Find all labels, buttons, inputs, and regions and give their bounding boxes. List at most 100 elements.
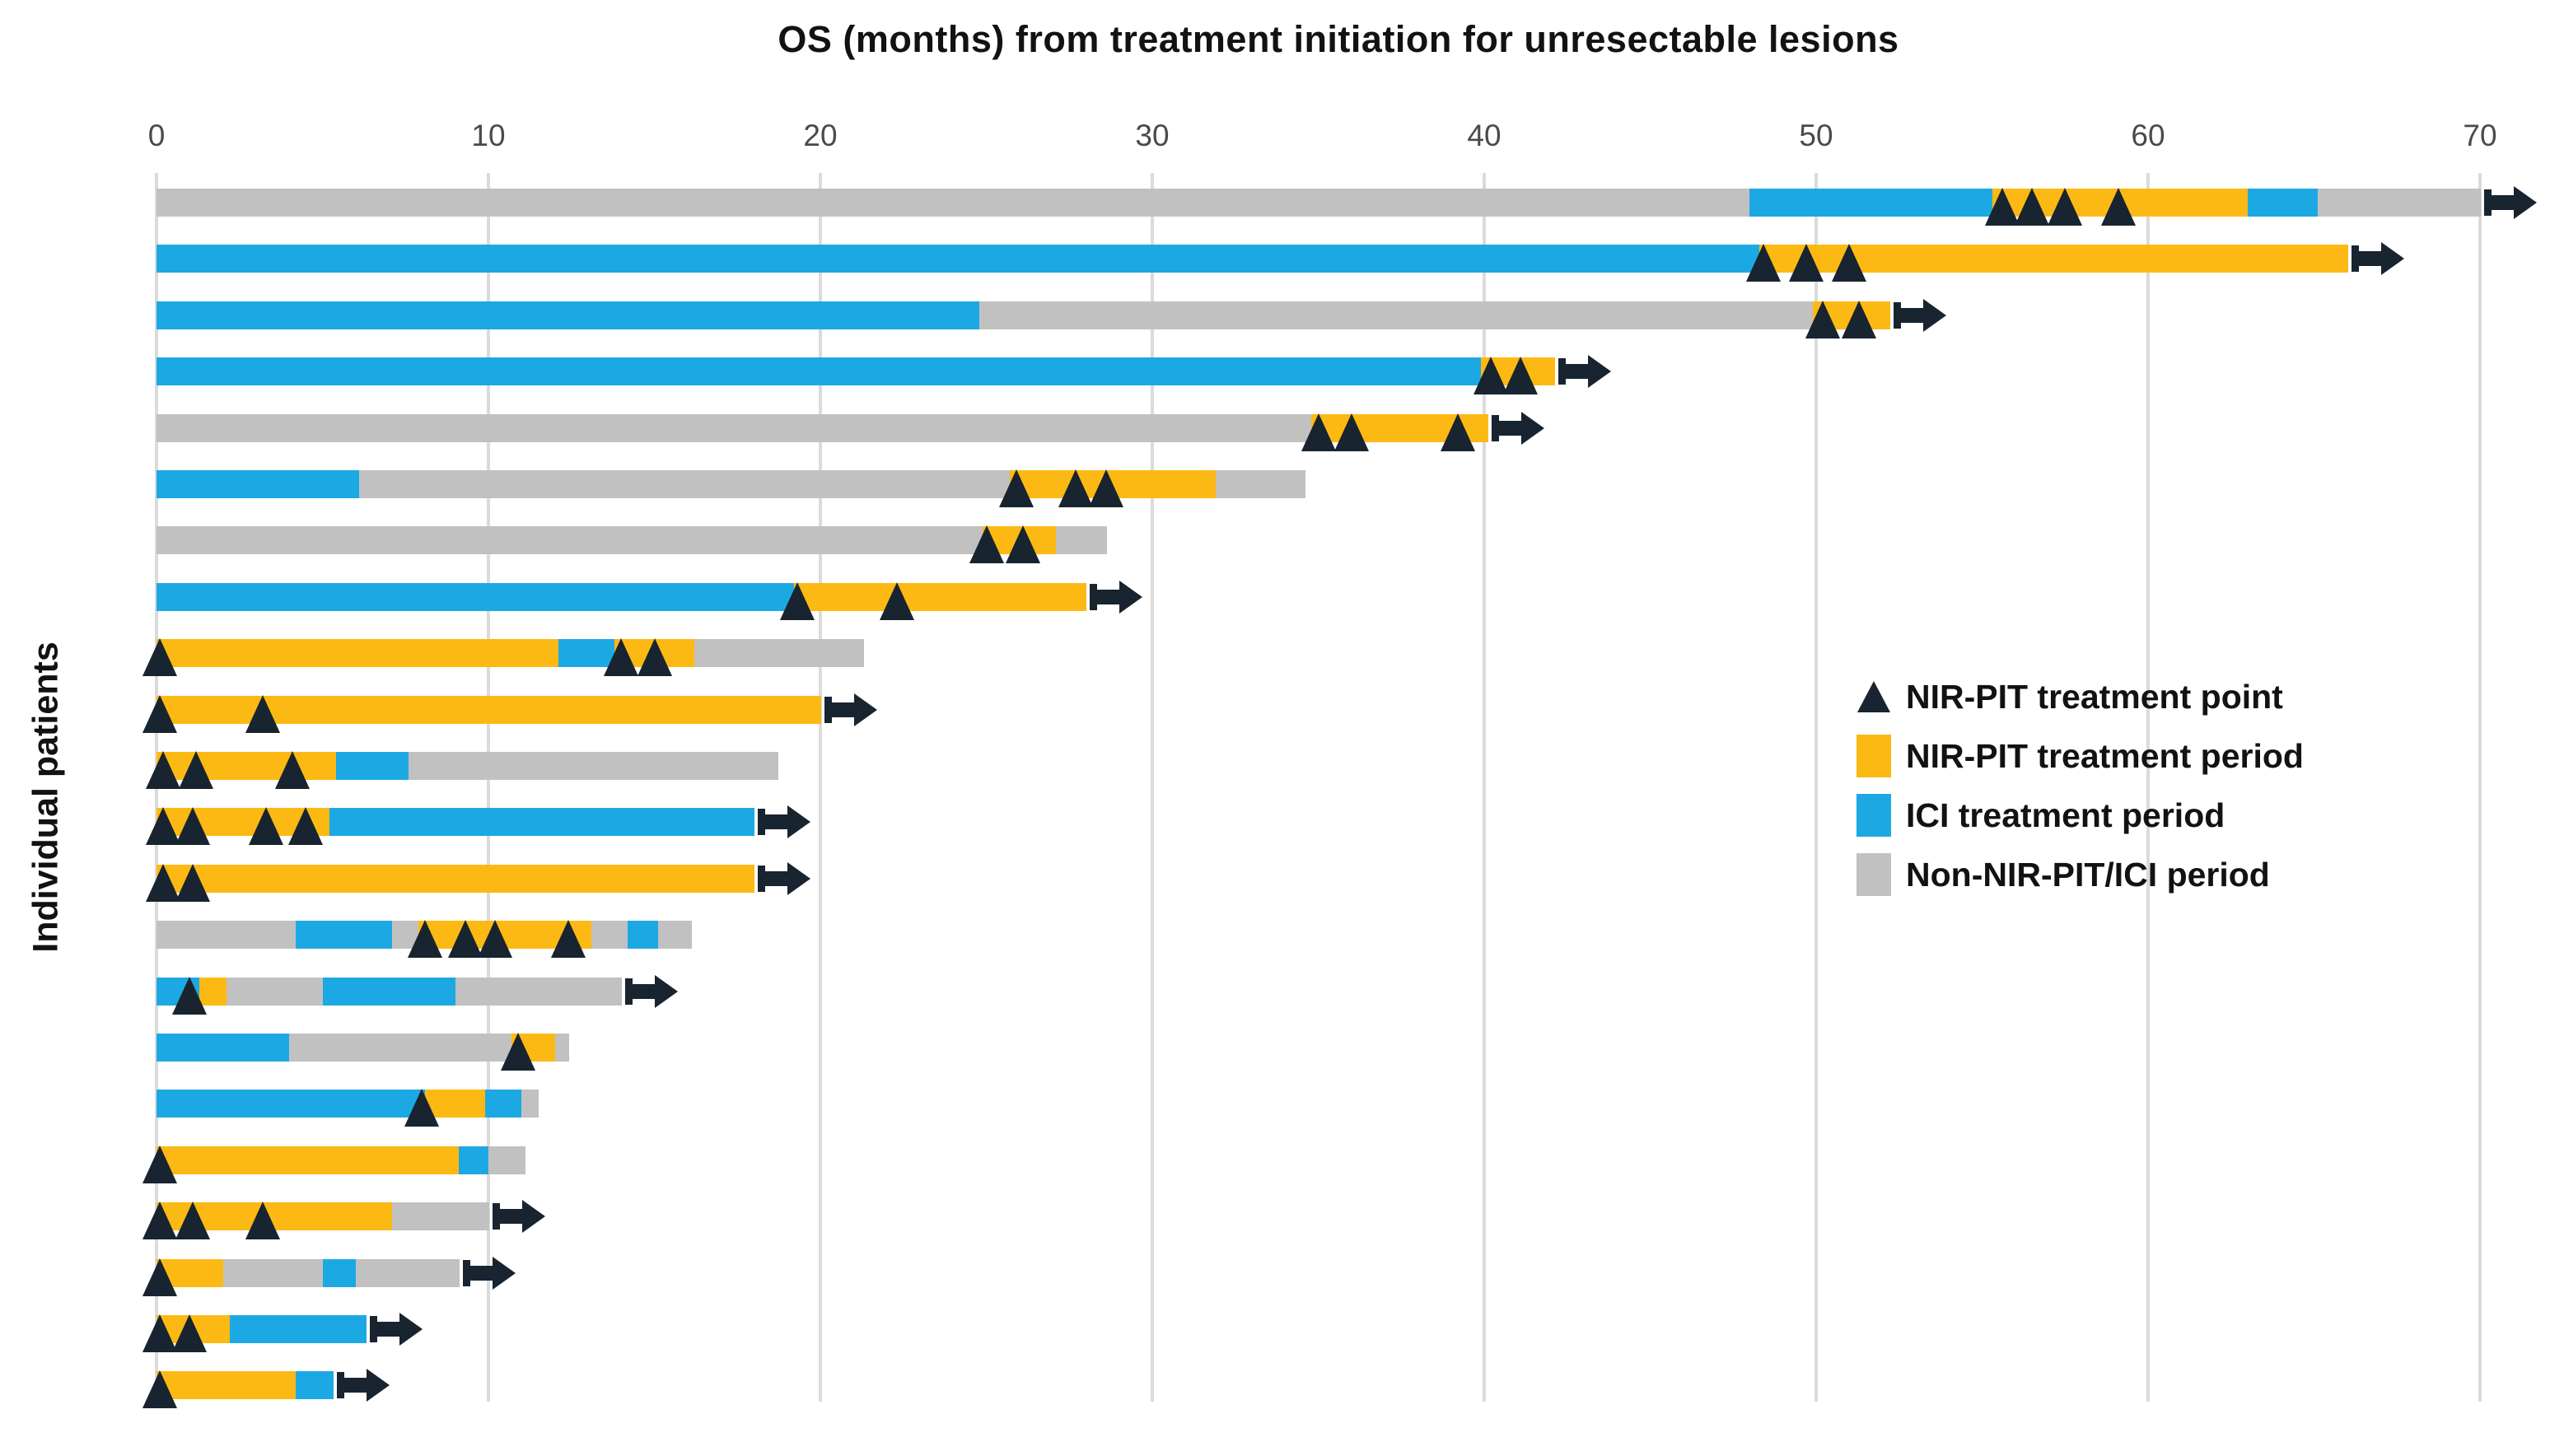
- nirpit-treatment-point-icon: [604, 638, 639, 677]
- nirpit-treatment-point-icon: [175, 1202, 211, 1240]
- arrow-shaft: [1492, 420, 1524, 436]
- nirpit-treatment-point-icon: [2048, 188, 2083, 226]
- nirpit-treatment-point-icon: [550, 920, 586, 959]
- nirpit-treatment-point-icon: [478, 920, 513, 959]
- arrow-shaft: [1090, 589, 1122, 604]
- x-tick-label: 30: [1135, 119, 1170, 152]
- bar-segment-ici: [156, 357, 1482, 386]
- nirpit-treatment-point-icon: [1745, 244, 1781, 282]
- nirpit-treatment-point-icon: [447, 920, 483, 959]
- nirpit-treatment-point-icon: [408, 920, 443, 959]
- nirpit-treatment-point-icon: [1058, 469, 1094, 507]
- legend-label: ICI treatment period: [1906, 796, 2225, 834]
- non-nirpit-ici-period-swatch: [1856, 853, 1891, 896]
- bar-segment-ici: [156, 470, 360, 498]
- arrow-head: [366, 1369, 390, 1402]
- bar-segment-ici: [156, 245, 1761, 273]
- bar-segment-ici: [335, 752, 410, 780]
- nirpit-treatment-point-icon: [1788, 244, 1824, 282]
- nirpit-treatment-point-icon: [142, 638, 178, 677]
- nirpit-treatment-point-icon: [1005, 525, 1040, 564]
- bar-segment-ici: [628, 921, 659, 950]
- nirpit-treatment-point-icon: [146, 751, 181, 789]
- arrow-shaft: [2484, 195, 2515, 210]
- x-tick-label: 10: [471, 119, 506, 152]
- arrow-head: [1521, 411, 1545, 445]
- nirpit-treatment-point-icon: [1440, 413, 1475, 451]
- bar-segment-non: [358, 470, 1011, 498]
- bar-segment-ici: [458, 1146, 489, 1174]
- grid-line: [2478, 173, 2482, 1402]
- arrow-head: [787, 861, 811, 895]
- nirpit-treatment-point-icon: [1832, 244, 1867, 282]
- nirpit-treatment-point-icon: [1805, 300, 1841, 338]
- ici-period-swatch: [1856, 794, 1891, 837]
- bar-segment-ici: [329, 808, 755, 837]
- nirpit-treatment-point-icon: [637, 638, 672, 677]
- grid-line: [1483, 173, 1486, 1402]
- bar-segment-non: [156, 526, 984, 555]
- arrow-head: [1922, 298, 1946, 332]
- grid-line: [1151, 173, 1154, 1402]
- nirpit-treatment-point-icon: [275, 751, 311, 789]
- nirpit-treatment-point-icon: [175, 807, 211, 846]
- nirpit-treatment-point-icon: [1857, 681, 1890, 712]
- nirpit-treatment-point-icon: [245, 1202, 280, 1240]
- nirpit-treatment-point-icon: [969, 525, 1004, 564]
- bar-segment-ici: [2247, 189, 2319, 217]
- nirpit-treatment-point-icon: [245, 694, 280, 733]
- nirpit-treatment-point-icon: [172, 1314, 208, 1352]
- nirpit-treatment-point-icon: [779, 581, 815, 620]
- x-tick-label: 40: [1467, 119, 1502, 152]
- nirpit-treatment-point-icon: [146, 863, 181, 902]
- nirpit-treatment-point-icon: [2014, 188, 2049, 226]
- bar-segment-nirpit: [156, 1146, 460, 1174]
- arrow-head: [522, 1200, 545, 1234]
- bar-segment-ici: [322, 1258, 357, 1287]
- bar-segment-non: [488, 1146, 526, 1174]
- bar-segment-ici: [484, 1090, 523, 1118]
- arrow-shaft: [336, 1378, 368, 1393]
- nirpit-treatment-point-icon: [1503, 357, 1539, 395]
- legend-label: Non-NIR-PIT/ICI period: [1906, 855, 2270, 894]
- bar-segment-non: [226, 977, 324, 1006]
- bar-segment-ici: [296, 921, 394, 950]
- legend-item-non-period: Non-NIR-PIT/ICI period: [1855, 845, 2304, 904]
- arrow-head: [1119, 580, 1143, 614]
- bar-segment-ici: [322, 977, 456, 1006]
- arrow-shaft: [1558, 364, 1590, 380]
- arrow-head: [399, 1313, 423, 1346]
- nirpit-treatment-point-icon: [879, 581, 914, 620]
- bar-segment-ici: [1749, 189, 1993, 217]
- arrow-head: [2380, 242, 2404, 276]
- x-tick-label: 60: [2131, 119, 2165, 152]
- nirpit-treatment-point-icon: [146, 807, 181, 846]
- nirpit-treatment-point-icon: [172, 976, 208, 1015]
- arrow-shaft: [758, 814, 790, 830]
- nirpit-treatment-point-icon: [142, 1314, 178, 1352]
- x-tick-label: 50: [1799, 119, 1833, 152]
- bar-segment-non: [392, 1202, 489, 1231]
- x-tick-label: 70: [2463, 119, 2497, 152]
- bar-segment-ici: [156, 582, 795, 611]
- bar-segment-ici: [156, 1090, 427, 1118]
- bar-segment-nirpit: [156, 1371, 297, 1400]
- nirpit-treatment-point-icon: [1333, 413, 1369, 451]
- bar-segment-nirpit: [156, 864, 755, 893]
- nirpit-treatment-point-icon: [142, 694, 178, 733]
- y-axis-label: Individual patients: [26, 642, 66, 953]
- bar-segment-non: [979, 301, 1814, 329]
- nirpit-treatment-point-icon: [1842, 300, 1877, 338]
- nirpit-treatment-point-icon: [501, 1033, 536, 1071]
- bar-segment-ici: [296, 1371, 334, 1400]
- bar-segment-non: [156, 921, 297, 950]
- arrow-head: [854, 693, 877, 726]
- nirpit-treatment-point-icon: [998, 469, 1034, 507]
- bar-segment-non: [1056, 526, 1107, 555]
- nirpit-treatment-point-icon: [1473, 357, 1509, 395]
- bar-segment-non: [1215, 470, 1306, 498]
- bar-segment-non: [355, 1258, 460, 1287]
- nirpit-treatment-point-icon: [1301, 413, 1336, 451]
- legend: NIR-PIT treatment point NIR-PIT treatmen…: [1855, 667, 2304, 904]
